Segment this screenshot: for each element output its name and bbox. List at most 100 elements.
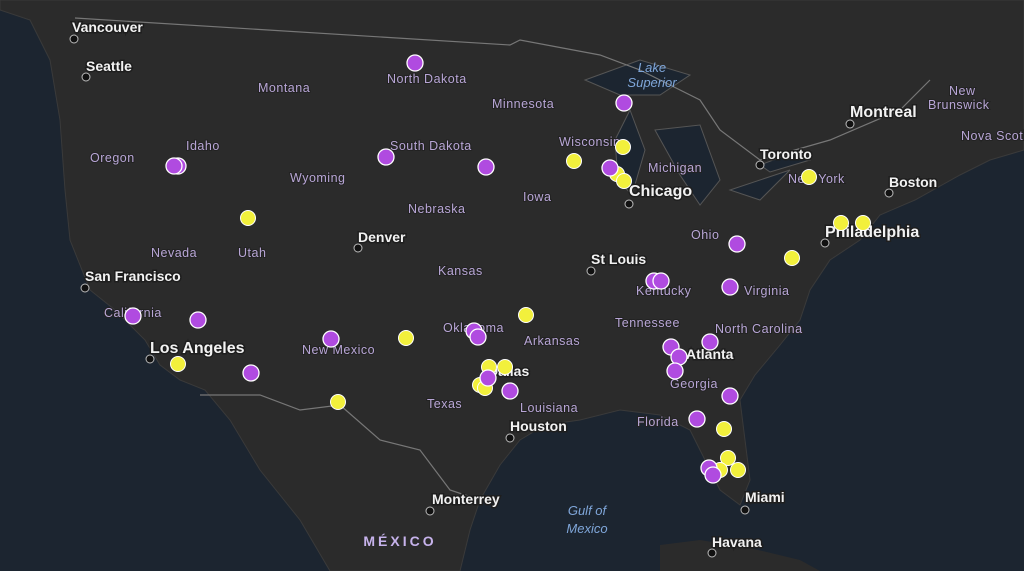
water-label: Gulf of [568,503,608,518]
city-label: Vancouver [72,19,143,35]
marker [728,235,746,253]
country-label: MÉXICO [363,533,436,549]
lakes [583,59,811,206]
state-label: Brunswick [928,98,990,112]
city-dot [425,506,435,516]
state-label: North Dakota [387,72,467,86]
city-label: Havana [712,534,762,550]
state-label: Arkansas [524,334,580,348]
marker [469,328,487,346]
city-dot [740,505,750,515]
city-label: St Louis [591,251,646,267]
city-dot [145,354,155,364]
marker [701,333,719,351]
city-label: Monterrey [432,491,500,507]
city-dot [624,199,634,209]
marker [189,311,207,329]
marker [721,387,739,405]
marker [652,272,670,290]
city-dot [707,548,717,558]
state-label: Wyoming [290,171,345,185]
city-dot [69,34,79,44]
city-label: Denver [358,229,406,245]
city-dot [81,72,91,82]
marker [242,364,260,382]
city-label: Boston [889,174,937,190]
marker [477,158,495,176]
marker [615,94,633,112]
cuba [660,540,820,571]
state-label: Michigan [648,161,702,175]
city-dot [586,266,596,276]
marker [704,466,722,484]
marker [518,307,534,323]
city-dot [820,238,830,248]
water-label: Lake [638,60,666,75]
city-label: Houston [510,418,567,434]
marker [124,307,142,325]
state-label: South Dakota [390,139,472,153]
marker [377,148,395,166]
state-label: Kansas [438,264,483,278]
water-label: Mexico [566,521,607,536]
state-label: Nova Scotia [961,129,1024,143]
marker [720,450,736,466]
marker [855,215,871,231]
water-label: Superior [627,75,677,90]
marker [330,394,346,410]
city-label: San Francisco [85,268,181,284]
city-label: Chicago [629,183,692,200]
city-dot [845,119,855,129]
state-label: New [949,84,976,98]
city-label: Los Angeles [150,340,245,357]
city-dot [755,160,765,170]
state-label: Florida [637,415,679,429]
marker [833,215,849,231]
state-label: Louisiana [520,401,578,415]
marker [240,210,256,226]
marker [616,173,632,189]
state-label: Wisconsin [559,135,620,149]
marker [615,139,631,155]
marker [716,421,732,437]
state-label: Virginia [744,284,789,298]
city-label: Seattle [86,58,132,74]
city-dot [80,283,90,293]
marker [170,356,186,372]
state-label: Texas [427,397,462,411]
state-label: Montana [258,81,310,95]
city-dot [884,188,894,198]
city-label: Montreal [850,104,917,121]
marker [501,382,519,400]
state-label: Oregon [90,151,135,165]
marker [566,153,582,169]
marker [801,169,817,185]
marker [398,330,414,346]
marker [497,359,513,375]
city-label: Toronto [760,146,812,162]
state-label: North Carolina [715,322,803,336]
state-label: Nebraska [408,202,466,216]
state-label: Idaho [186,139,220,153]
marker [666,362,684,380]
state-label: Ohio [691,228,719,242]
marker [165,157,183,175]
state-label: Nevada [151,246,197,260]
marker [688,410,706,428]
marker [406,54,424,72]
city-dot [505,433,515,443]
marker [601,159,619,177]
state-label: Iowa [523,190,551,204]
city-label: Atlanta [686,346,734,362]
city-label: Miami [745,489,785,505]
state-label: Georgia [670,377,718,391]
city-dot [353,243,363,253]
state-label: Utah [238,246,266,260]
marker [784,250,800,266]
border [74,17,931,501]
state-label: Minnesota [492,97,554,111]
marker [322,330,340,348]
marker [730,462,746,478]
marker [479,369,497,387]
